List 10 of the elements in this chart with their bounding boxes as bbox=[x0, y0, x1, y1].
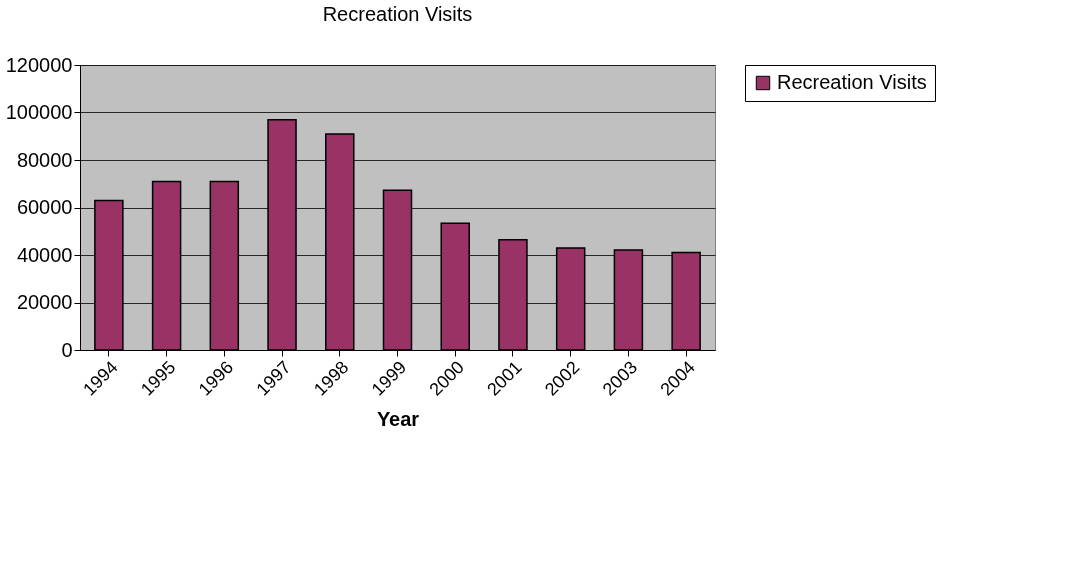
y-tick-label: 20000 bbox=[16, 291, 73, 313]
y-tick-label: 80000 bbox=[16, 148, 73, 171]
x-axis-title: Year bbox=[376, 407, 420, 430]
y-tick-label: 100000 bbox=[5, 101, 73, 123]
y-tick-label: 120000 bbox=[5, 53, 73, 76]
chart-title: Recreation Visits bbox=[322, 3, 473, 25]
y-tick-label: 60000 bbox=[16, 196, 73, 218]
legend-label: Recreation Visits bbox=[777, 71, 927, 93]
y-tick-label: 0 bbox=[61, 338, 73, 361]
y-tick-label: 40000 bbox=[16, 243, 73, 266]
